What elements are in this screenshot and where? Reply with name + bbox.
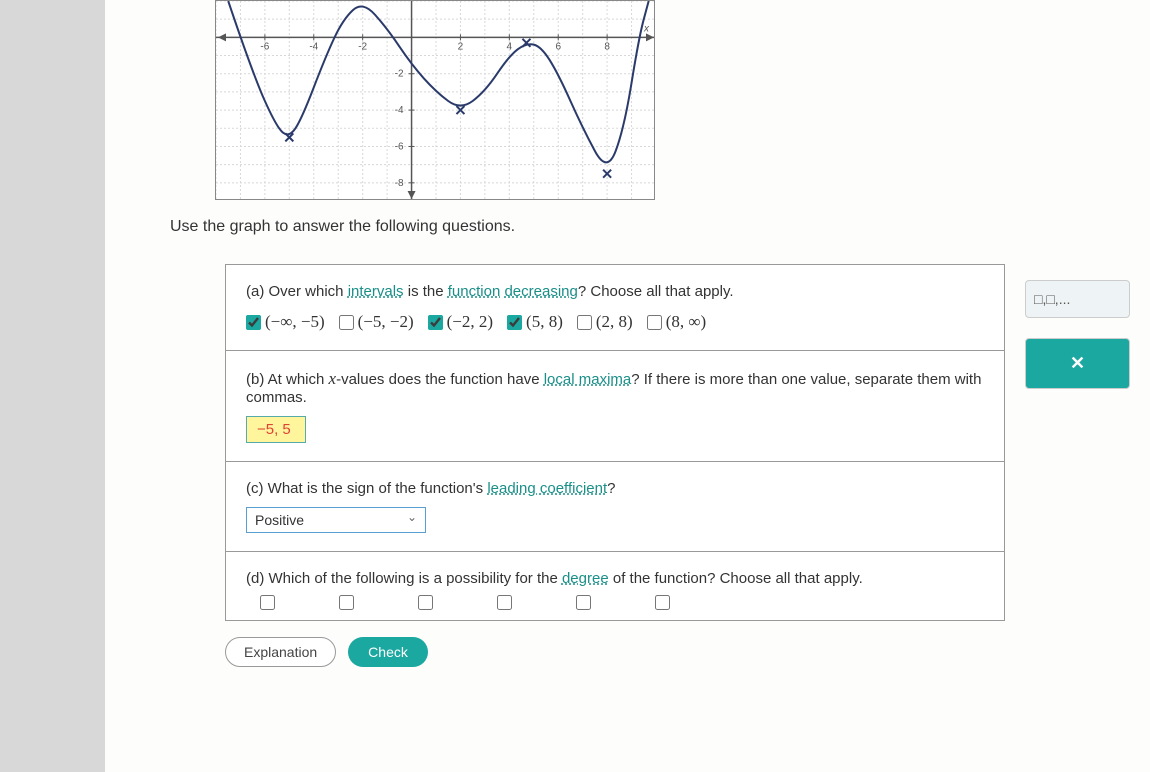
qc-text: (c) What is the sign of the function's l… bbox=[246, 480, 615, 497]
qb-answer-input[interactable]: −5, 5 bbox=[246, 416, 306, 443]
question-b: (b) At which x-values does the function … bbox=[226, 351, 1004, 462]
question-a: (a) Over which intervals is the function… bbox=[226, 265, 1004, 351]
qa-options: (−∞, −5) (−5, −2) (−2, 2) (5, 8) (2, 8) (8, ∞… bbox=[246, 312, 984, 332]
term-local-maxima[interactable]: local maxima bbox=[544, 371, 632, 388]
qd-checkbox-5[interactable] bbox=[655, 595, 670, 610]
qb-pre: (b) At which bbox=[246, 371, 329, 388]
qa-mid: is the bbox=[404, 283, 448, 300]
question-d: (d) Which of the following is a possibil… bbox=[226, 552, 1004, 620]
graph-svg: -6 -4 -2 2 4 6 8 -2 -4 -6 -8 x bbox=[216, 1, 655, 200]
instruction-text: Use the graph to answer the following qu… bbox=[170, 218, 1130, 236]
term-leading-coefficient[interactable]: leading coefficient bbox=[487, 480, 607, 497]
qc-pre: (c) What is the sign of the function's bbox=[246, 480, 487, 497]
qd-options bbox=[246, 595, 984, 610]
qa-checkbox-5[interactable] bbox=[647, 315, 662, 330]
qa-option-label-1: (−5, −2) bbox=[358, 312, 414, 332]
qa-option-label-2: (−2, 2) bbox=[447, 312, 493, 332]
svg-text:4: 4 bbox=[507, 41, 513, 52]
qd-checkbox-3[interactable] bbox=[497, 595, 512, 610]
main-content: -6 -4 -2 2 4 6 8 -2 -4 -6 -8 x Use the graph to ans… bbox=[105, 0, 1150, 772]
svg-text:-6: -6 bbox=[395, 141, 404, 152]
qd-option-0[interactable] bbox=[260, 595, 279, 610]
qb-mid: -values does the function have bbox=[336, 371, 544, 388]
questions-table: (a) Over which intervals is the function… bbox=[225, 264, 1005, 621]
qa-checkbox-1[interactable] bbox=[339, 315, 354, 330]
check-button[interactable]: Check bbox=[348, 637, 428, 667]
qa-text: (a) Over which intervals is the function… bbox=[246, 283, 734, 300]
qa-option-label-3: (5, 8) bbox=[526, 312, 563, 332]
svg-text:6: 6 bbox=[555, 41, 561, 52]
qa-option-2[interactable]: (−2, 2) bbox=[428, 312, 493, 332]
left-gutter bbox=[0, 0, 105, 772]
qd-checkbox-2[interactable] bbox=[418, 595, 433, 610]
qa-checkbox-2[interactable] bbox=[428, 315, 443, 330]
svg-text:-4: -4 bbox=[309, 41, 318, 52]
qa-option-label-5: (8, ∞) bbox=[666, 312, 706, 332]
svg-text:-2: -2 bbox=[358, 41, 367, 52]
qa-checkbox-0[interactable] bbox=[246, 315, 261, 330]
svg-text:-6: -6 bbox=[260, 41, 269, 52]
qc-select[interactable]: Positive bbox=[246, 507, 426, 533]
term-decreasing[interactable]: decreasing bbox=[504, 283, 577, 300]
term-intervals[interactable]: intervals bbox=[348, 283, 404, 300]
svg-text:-8: -8 bbox=[395, 178, 404, 189]
term-function[interactable]: function bbox=[448, 283, 501, 300]
close-button[interactable]: ✕ bbox=[1025, 338, 1130, 389]
qa-option-0[interactable]: (−∞, −5) bbox=[246, 312, 325, 332]
explanation-button[interactable]: Explanation bbox=[225, 637, 336, 667]
qd-suf: of the function? Choose all that apply. bbox=[609, 570, 863, 587]
qd-text: (d) Which of the following is a possibil… bbox=[246, 570, 863, 587]
tool-panel: □,□,... ✕ bbox=[1025, 280, 1130, 409]
question-c: (c) What is the sign of the function's l… bbox=[226, 462, 1004, 552]
svg-text:8: 8 bbox=[604, 41, 610, 52]
qd-checkbox-0[interactable] bbox=[260, 595, 275, 610]
qd-pre: (d) Which of the following is a possibil… bbox=[246, 570, 562, 587]
function-graph: -6 -4 -2 2 4 6 8 -2 -4 -6 -8 x bbox=[215, 0, 655, 200]
qa-option-1[interactable]: (−5, −2) bbox=[339, 312, 414, 332]
qa-option-4[interactable]: (2, 8) bbox=[577, 312, 633, 332]
qd-option-4[interactable] bbox=[576, 595, 595, 610]
qd-checkbox-4[interactable] bbox=[576, 595, 591, 610]
svg-text:-2: -2 bbox=[395, 69, 404, 80]
qa-checkbox-3[interactable] bbox=[507, 315, 522, 330]
svg-text:-4: -4 bbox=[395, 105, 404, 116]
svg-text:2: 2 bbox=[458, 41, 464, 52]
svg-text:x: x bbox=[643, 23, 650, 34]
qa-option-label-0: (−∞, −5) bbox=[265, 312, 325, 332]
qd-option-3[interactable] bbox=[497, 595, 516, 610]
qd-option-2[interactable] bbox=[418, 595, 437, 610]
list-format-button[interactable]: □,□,... bbox=[1025, 280, 1130, 318]
qd-option-1[interactable] bbox=[339, 595, 358, 610]
qa-checkbox-4[interactable] bbox=[577, 315, 592, 330]
qa-suf: ? Choose all that apply. bbox=[578, 283, 734, 300]
qa-option-3[interactable]: (5, 8) bbox=[507, 312, 563, 332]
qa-pre: (a) Over which bbox=[246, 283, 348, 300]
action-buttons: Explanation Check bbox=[225, 637, 1130, 667]
qd-checkbox-1[interactable] bbox=[339, 595, 354, 610]
term-degree[interactable]: degree bbox=[562, 570, 609, 587]
qb-xvar: x bbox=[329, 369, 337, 388]
qd-option-5[interactable] bbox=[655, 595, 674, 610]
qc-suf: ? bbox=[607, 480, 615, 497]
qb-text: (b) At which x-values does the function … bbox=[246, 371, 981, 406]
qa-option-5[interactable]: (8, ∞) bbox=[647, 312, 706, 332]
qa-option-label-4: (2, 8) bbox=[596, 312, 633, 332]
